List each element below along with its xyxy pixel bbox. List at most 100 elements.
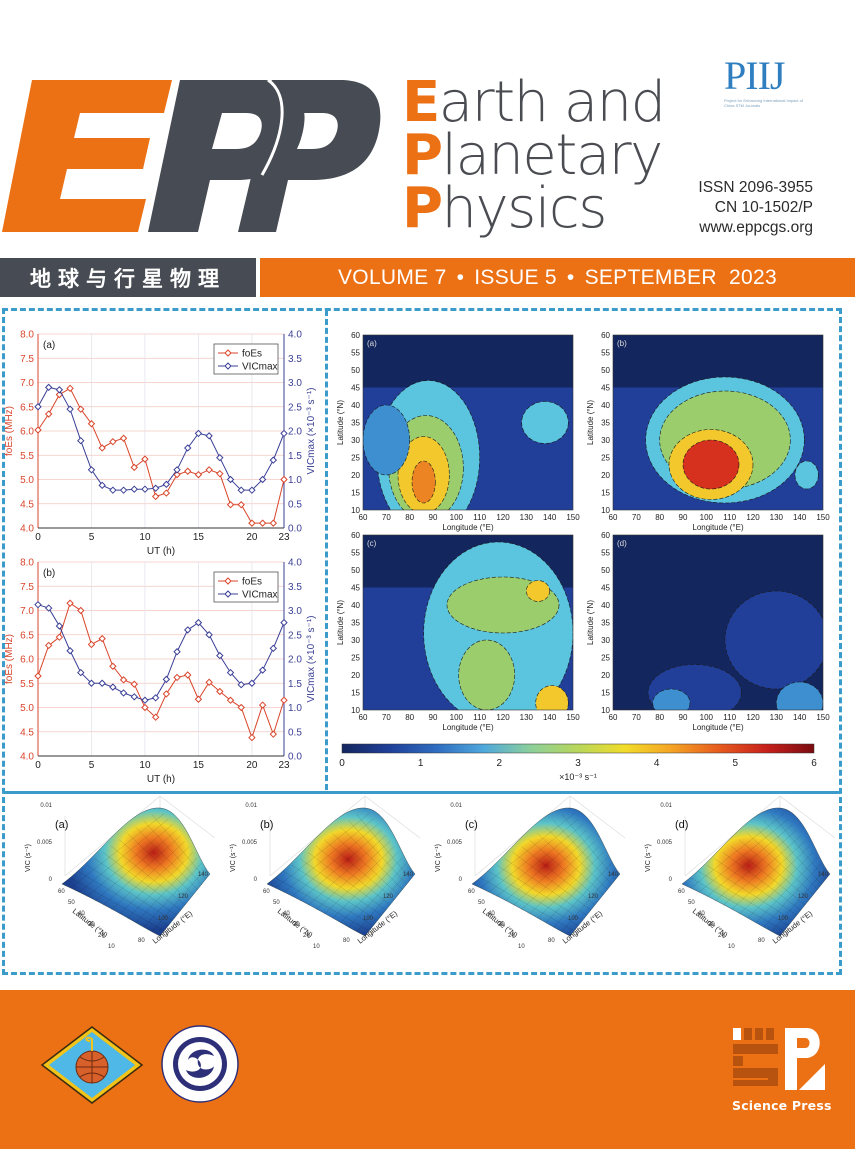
svg-text:80: 80	[138, 938, 145, 944]
svg-text:5.5: 5.5	[20, 451, 34, 462]
svg-text:60: 60	[609, 713, 618, 722]
svg-text:60: 60	[351, 331, 360, 340]
svg-text:10: 10	[728, 944, 735, 950]
journal-title: Earth and Planetary Physics	[402, 75, 666, 237]
svg-text:60: 60	[359, 713, 368, 722]
svg-text:90: 90	[679, 713, 688, 722]
chinese-title-band: 地球与行星物理	[0, 258, 256, 297]
svg-text:15: 15	[351, 489, 360, 498]
svg-text:60: 60	[359, 513, 368, 522]
science-press-logo	[733, 1028, 825, 1090]
svg-text:50: 50	[68, 900, 75, 906]
svg-text:4.0: 4.0	[288, 558, 302, 569]
chart-legend: foEs VICmax	[213, 343, 279, 375]
svg-text:150: 150	[566, 513, 580, 522]
volume-label: VOLUME 7	[338, 265, 447, 289]
svg-text:130: 130	[770, 713, 784, 722]
line-chart-a: 4.0 4.5 5.0 5.5 6.0 6.5 7.0 7.5 8.0 0.0 0.5 1.0 1.5 2…	[4, 330, 317, 558]
svg-text:0.01: 0.01	[450, 803, 462, 809]
svg-text:25: 25	[601, 454, 610, 463]
svg-text:30: 30	[351, 636, 360, 645]
svg-text:120: 120	[746, 513, 760, 522]
svg-text:60: 60	[468, 889, 475, 895]
svg-text:0.005: 0.005	[447, 840, 463, 846]
svg-text:120: 120	[383, 894, 394, 900]
svg-text:2: 2	[497, 758, 503, 769]
svg-text:50: 50	[601, 566, 610, 575]
svg-text:VICmax: VICmax	[242, 362, 278, 373]
svg-text:0: 0	[339, 758, 345, 769]
svg-text:100: 100	[450, 513, 464, 522]
svg-text:3.5: 3.5	[288, 354, 302, 365]
svg-text:UT (h): UT (h)	[147, 774, 175, 785]
svg-text:90: 90	[679, 513, 688, 522]
svg-text:3.5: 3.5	[288, 582, 302, 593]
svg-text:4: 4	[654, 758, 660, 769]
chinese-title: 地球与行星物理	[30, 266, 226, 291]
svg-text:60: 60	[601, 531, 610, 540]
svg-text:120: 120	[798, 894, 809, 900]
svg-text:10: 10	[601, 706, 610, 715]
svg-text:110: 110	[473, 713, 486, 722]
svg-text:Longitude (°E): Longitude (°E)	[692, 523, 744, 532]
svg-text:15: 15	[193, 532, 205, 543]
svg-text:10: 10	[313, 944, 320, 950]
svg-text:8.0: 8.0	[20, 330, 34, 341]
svg-text:55: 55	[351, 349, 360, 358]
svg-text:0.01: 0.01	[660, 803, 672, 809]
svg-text:70: 70	[382, 713, 391, 722]
svg-text:80: 80	[405, 713, 414, 722]
svg-text:5.0: 5.0	[20, 475, 34, 486]
svg-text:110: 110	[723, 713, 736, 722]
svg-text:2.0: 2.0	[288, 655, 302, 666]
svg-text:130: 130	[520, 513, 534, 522]
svg-text:60: 60	[601, 331, 610, 340]
svg-text:80: 80	[548, 938, 555, 944]
svg-text:0.005: 0.005	[657, 840, 673, 846]
svg-text:35: 35	[351, 419, 360, 428]
svg-text:30: 30	[351, 436, 360, 445]
piij-subtitle: Project for Enhancing International Impa…	[724, 98, 803, 108]
svg-text:60: 60	[58, 889, 65, 895]
svg-text:140: 140	[543, 513, 557, 522]
svg-text:0.01: 0.01	[40, 803, 52, 809]
svg-text:20: 20	[246, 532, 258, 543]
svg-text:0.0: 0.0	[288, 752, 302, 763]
svg-text:40: 40	[283, 911, 290, 917]
svg-text:(c): (c)	[367, 539, 377, 548]
svg-text:55: 55	[601, 549, 610, 558]
svg-text:150: 150	[566, 713, 580, 722]
svg-text:150: 150	[816, 513, 830, 522]
svg-text:1.0: 1.0	[288, 703, 302, 714]
svg-text:100: 100	[450, 713, 464, 722]
svg-text:6.5: 6.5	[20, 630, 34, 641]
svg-text:60: 60	[609, 513, 618, 522]
contour-panel-0: (a) 10 15 20 25 30 35 40 45 50 55 60 60 70 80 90 100 110 1…	[336, 331, 580, 532]
svg-text:100: 100	[568, 916, 579, 922]
svg-text:25: 25	[601, 654, 610, 663]
svg-text:1: 1	[418, 758, 424, 769]
svg-text:(a): (a)	[43, 340, 55, 351]
svg-text:1.0: 1.0	[288, 475, 302, 486]
svg-text:130: 130	[770, 513, 784, 522]
svg-text:20: 20	[718, 933, 725, 939]
svg-text:Longitude (°E): Longitude (°E)	[442, 723, 494, 732]
svg-text:UT (h): UT (h)	[147, 546, 175, 557]
svg-text:120: 120	[746, 713, 760, 722]
svg-text:Longitude (°E): Longitude (°E)	[692, 723, 744, 732]
svg-text:60: 60	[678, 889, 685, 895]
science-press-label: Science Press	[732, 1098, 832, 1113]
svg-text:40: 40	[488, 911, 495, 917]
svg-text:6: 6	[811, 758, 817, 769]
svg-text:20: 20	[351, 671, 360, 680]
svg-text:10: 10	[601, 506, 610, 515]
svg-text:45: 45	[351, 584, 360, 593]
svg-text:(d): (d)	[675, 819, 688, 831]
frame-divider-horizontal	[4, 791, 840, 794]
svg-text:30: 30	[601, 436, 610, 445]
svg-text:100: 100	[158, 916, 169, 922]
svg-text:6.5: 6.5	[20, 402, 34, 413]
svg-text:(d): (d)	[617, 539, 627, 548]
